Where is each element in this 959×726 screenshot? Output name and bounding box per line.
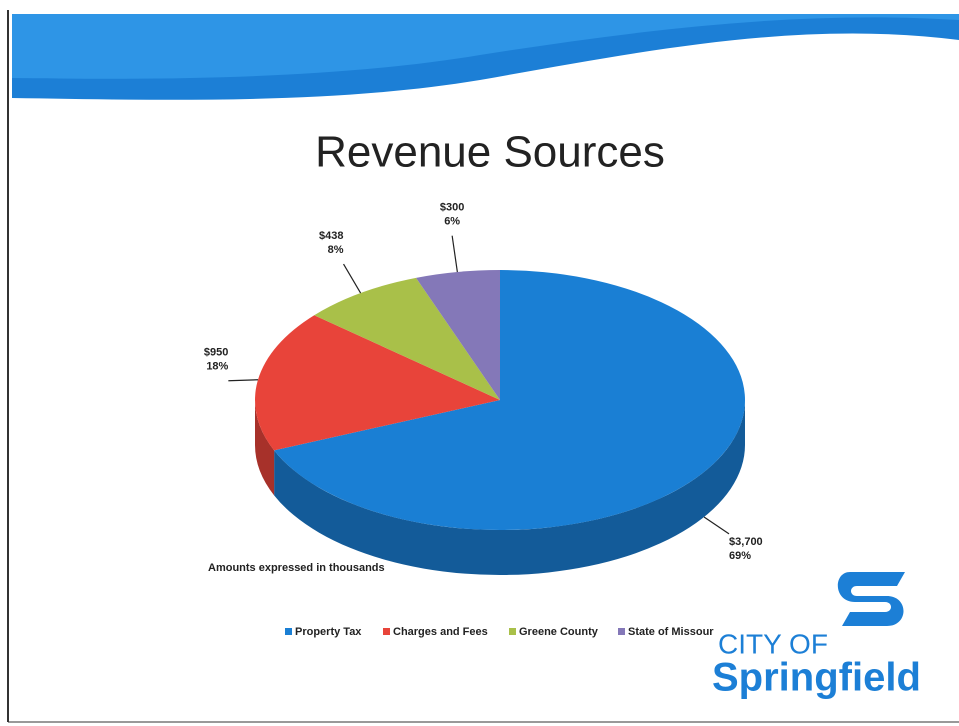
note-text: Amounts expressed in thousands bbox=[208, 562, 385, 574]
slice bbox=[254, 315, 500, 451]
data-label-percent: 69% bbox=[729, 550, 751, 562]
legend-swatch bbox=[285, 628, 292, 635]
data-label-percent: 6% bbox=[444, 216, 460, 228]
slide-title: Revenue Sources bbox=[315, 128, 665, 177]
slice bbox=[274, 270, 745, 530]
legend-swatch bbox=[509, 628, 516, 635]
leader-line bbox=[451, 235, 458, 273]
logo-line1: CITY OF bbox=[718, 628, 828, 659]
legend-label: Charges and Fees bbox=[393, 626, 488, 638]
legend-label: Property Tax bbox=[295, 626, 362, 638]
leader-line bbox=[343, 263, 362, 294]
data-label-value: $950 bbox=[204, 347, 228, 359]
slice bbox=[416, 270, 500, 400]
data-label-value: $300 bbox=[440, 202, 464, 214]
slice-side bbox=[255, 400, 275, 496]
data-label-percent: 8% bbox=[328, 244, 344, 256]
legend-label: State of Missour bbox=[628, 626, 714, 638]
note: Amounts expressed in thousands bbox=[208, 562, 385, 574]
legend-swatch bbox=[618, 628, 625, 635]
slice-side bbox=[274, 400, 745, 575]
data-label-value: $438 bbox=[319, 230, 343, 242]
logo: CITY OF Springfield bbox=[712, 572, 921, 700]
legend-label: Greene County bbox=[519, 626, 599, 638]
leader-line bbox=[703, 516, 730, 535]
data-label-value: $3,700 bbox=[729, 536, 763, 548]
legend-swatch bbox=[383, 628, 390, 635]
leader-line bbox=[228, 379, 259, 382]
logo-line2: Springfield bbox=[712, 656, 921, 700]
header-wave-light bbox=[12, 14, 959, 79]
slice bbox=[314, 277, 500, 400]
logo-icon bbox=[837, 572, 905, 626]
data-label-percent: 18% bbox=[206, 361, 228, 373]
